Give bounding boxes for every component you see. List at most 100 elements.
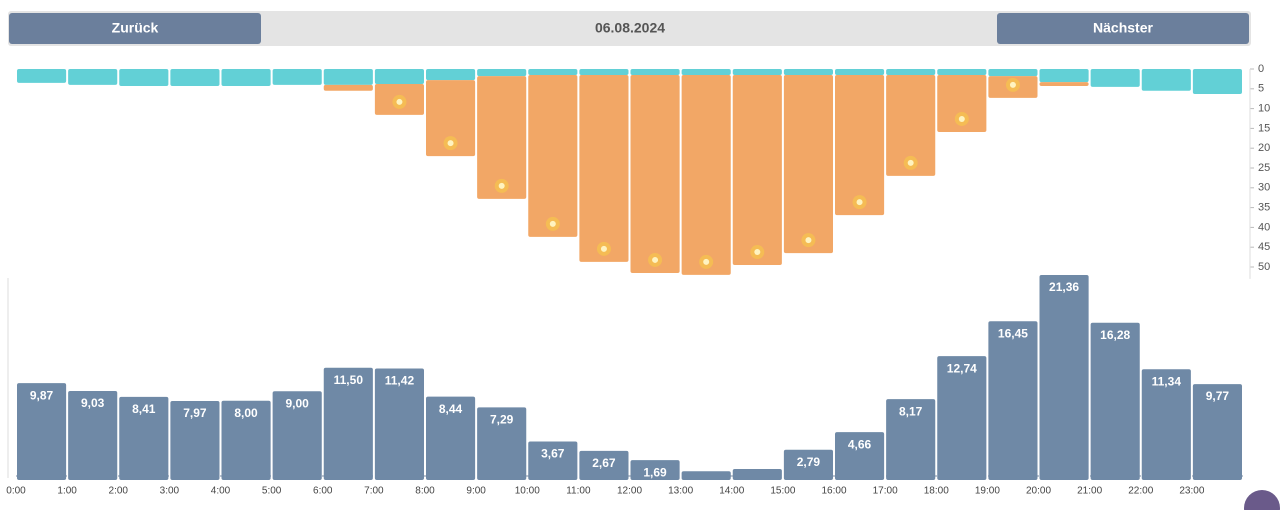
x-tick-label: 1:00 — [57, 486, 77, 497]
prev-label[interactable]: Zurück — [112, 20, 159, 36]
production-bar — [886, 74, 936, 176]
next-label[interactable]: Nächster — [1093, 20, 1153, 36]
x-tick-label: 0:00 — [6, 486, 26, 497]
sun-icon-core — [447, 140, 454, 147]
value-label: 9,00 — [286, 396, 310, 410]
x-tick-label: 19:00 — [975, 486, 1000, 497]
consumption-bar — [170, 69, 220, 87]
sun-icon-core — [498, 182, 505, 189]
consumption-bar — [1192, 69, 1242, 94]
bar — [579, 450, 629, 480]
sun-icon-core — [703, 258, 710, 265]
value-label: 16,28 — [1100, 328, 1130, 342]
value-label: 8,41 — [132, 402, 156, 416]
value-label: 11,42 — [385, 374, 415, 388]
nav-bar — [8, 11, 1251, 46]
production-bar — [732, 74, 782, 266]
bar — [528, 441, 578, 480]
bar — [1141, 369, 1191, 480]
next-button[interactable] — [997, 13, 1249, 44]
x-tick-label: 13:00 — [668, 486, 693, 497]
x-tick-label: 5:00 — [262, 486, 282, 497]
consumption-bar — [374, 69, 424, 85]
consumption-bar — [630, 69, 680, 75]
x-tick-label: 22:00 — [1128, 486, 1153, 497]
consumption-bar — [835, 69, 885, 75]
consumption-bar — [477, 69, 527, 77]
date: 06.08.2024 — [595, 20, 665, 36]
bar — [886, 399, 936, 480]
production-bar — [681, 74, 731, 275]
sun-icon-core — [958, 115, 965, 122]
x-tick-label: 4:00 — [211, 486, 231, 497]
consumption-bar — [988, 69, 1038, 77]
x-tick-label: 18:00 — [924, 486, 949, 497]
consumption-bar — [426, 69, 476, 81]
sun-icon-core — [396, 98, 403, 105]
y-tick-label: 45 — [1258, 241, 1270, 253]
prev-button[interactable] — [9, 13, 261, 44]
x-tick-label: 15:00 — [770, 486, 795, 497]
consumption-bar — [1039, 69, 1089, 83]
bar — [1090, 322, 1140, 480]
sun-icon-core — [856, 199, 863, 206]
y-tick-label: 50 — [1258, 261, 1270, 273]
value-label: 11,34 — [1152, 374, 1182, 388]
value-label: 16,45 — [998, 326, 1028, 340]
x-tick-label: 16:00 — [821, 486, 846, 497]
bar — [323, 367, 373, 480]
x-tick-label: 3:00 — [160, 486, 180, 497]
y-tick-label: 20 — [1258, 142, 1270, 154]
y-tick-label: 30 — [1258, 182, 1270, 194]
production-bar — [835, 74, 885, 216]
bar — [477, 407, 527, 480]
bar — [170, 401, 220, 480]
y-tick-label: 35 — [1258, 202, 1270, 214]
y-tick-label: 40 — [1258, 221, 1270, 233]
y-tick-label: 15 — [1258, 122, 1270, 134]
x-tick-label: 11:00 — [566, 486, 591, 497]
sun-icon-core — [805, 237, 812, 244]
value-label: 21,36 — [1049, 280, 1079, 294]
y-tick-label: 25 — [1258, 162, 1270, 174]
bar — [119, 396, 169, 480]
y-tick-label: 5 — [1258, 83, 1264, 95]
bar — [681, 471, 731, 480]
consumption-bar — [17, 69, 67, 83]
y-tick-label: 10 — [1258, 103, 1270, 115]
value-label: 1,69 — [643, 465, 667, 479]
value-label: 7,29 — [490, 413, 514, 427]
sun-icon-core — [754, 249, 761, 256]
bar — [374, 368, 424, 480]
value-label: 9,03 — [81, 396, 105, 410]
consumption-bar — [221, 69, 271, 87]
y-tick-label: 0 — [1258, 63, 1264, 75]
x-tick-label: 10:00 — [515, 486, 540, 497]
bar — [221, 400, 271, 480]
value-label: 11,50 — [334, 373, 364, 387]
bar — [1039, 275, 1089, 480]
production-bar — [630, 74, 680, 273]
value-label: 8,17 — [899, 404, 923, 418]
x-tick-label: 17:00 — [873, 486, 898, 497]
bar — [937, 356, 987, 480]
bar — [732, 468, 782, 480]
value-label: 7,97 — [183, 406, 207, 420]
sun-icon-core — [600, 245, 607, 252]
consumption-bar — [1090, 69, 1140, 87]
bar — [68, 391, 118, 480]
consumption-bar — [681, 69, 731, 75]
consumption-bar — [937, 69, 987, 75]
consumption-bar — [528, 69, 578, 75]
value-label: 2,79 — [797, 455, 821, 469]
bar — [1192, 384, 1242, 480]
chat-bubble[interactable] — [1244, 490, 1280, 510]
value-label: 4,66 — [848, 437, 872, 451]
x-tick-label: 14:00 — [719, 486, 744, 497]
x-tick-label: 12:00 — [617, 486, 642, 497]
bar — [426, 396, 476, 480]
production-bar — [783, 74, 833, 254]
value-label: 9,87 — [30, 388, 54, 402]
consumption-bar — [886, 69, 936, 75]
